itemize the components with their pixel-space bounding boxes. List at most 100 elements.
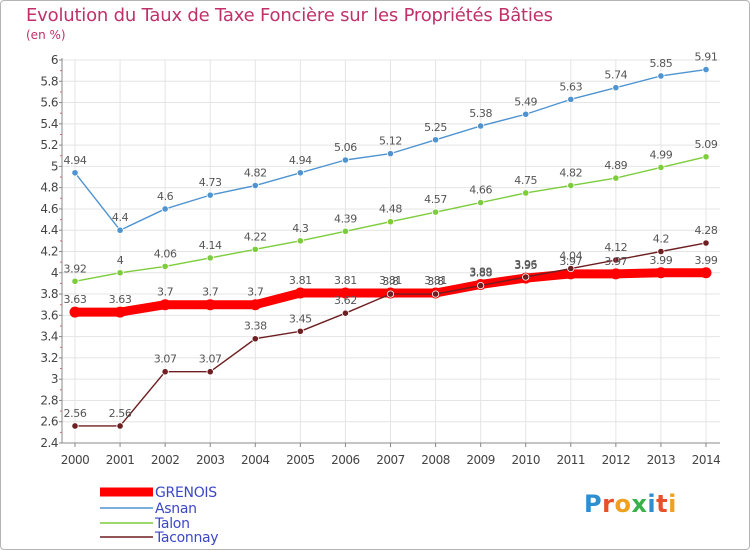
data-point	[71, 277, 79, 285]
x-tick-label: 2002	[151, 453, 180, 467]
logo-letter: x	[631, 490, 648, 518]
y-tick-label: 6	[51, 53, 58, 67]
data-label: 5.85	[649, 57, 672, 70]
data-point	[657, 163, 665, 172]
x-tick-label: 2011	[557, 453, 586, 467]
data-point	[386, 150, 395, 158]
x-tick-label: 2008	[421, 453, 450, 467]
x-tick-label: 2005	[286, 453, 315, 467]
data-label: 5.91	[695, 51, 718, 64]
data-label: 4.4	[112, 211, 129, 224]
data-label: 5.49	[514, 95, 537, 108]
data-point	[294, 287, 306, 299]
data-label: 3.97	[604, 255, 627, 268]
logo-letter: i	[647, 490, 657, 518]
data-label: 3.92	[64, 262, 87, 275]
data-point	[657, 72, 665, 80]
data-label: 3.97	[559, 255, 582, 268]
data-label: 4.75	[514, 174, 537, 187]
data-point	[116, 226, 124, 234]
data-point	[159, 299, 171, 311]
data-point	[206, 191, 214, 199]
data-label: 2.56	[109, 407, 132, 420]
data-label: 4.06	[154, 247, 177, 260]
y-tick-label: 3.2	[40, 351, 58, 365]
data-label: 3.7	[247, 286, 264, 299]
y-tick-label: 3	[51, 372, 58, 386]
data-label: 3.45	[289, 312, 312, 325]
data-label: 5.63	[559, 80, 582, 93]
chart-title: Evolution du Taux de Taxe Foncière sur l…	[26, 5, 553, 26]
data-point	[341, 227, 350, 235]
data-point	[296, 237, 304, 245]
data-label: 4.57	[424, 193, 447, 206]
y-tick-label: 5.8	[40, 74, 58, 88]
y-tick-label: 4.6	[40, 202, 58, 216]
data-point	[431, 208, 440, 216]
y-tick-label: 5.6	[40, 96, 58, 110]
data-label: 3.95	[514, 259, 537, 272]
data-label: 3.63	[109, 293, 132, 306]
data-label: 3.99	[695, 254, 718, 267]
data-label: 3.89	[469, 265, 492, 278]
data-point	[700, 267, 712, 279]
data-point	[386, 290, 395, 298]
data-label: 3.88	[469, 267, 492, 280]
data-label: 3.07	[154, 353, 177, 366]
data-point	[114, 306, 126, 318]
data-label: 3.81	[379, 274, 402, 287]
legend-label: Talon	[154, 516, 190, 532]
data-label: 4.3	[292, 222, 309, 235]
data-label: 5.25	[424, 121, 447, 134]
data-label: 4.94	[64, 154, 87, 167]
data-label: 4.82	[244, 167, 267, 180]
legend-label: GRENOIS	[155, 485, 217, 501]
y-tick-label: 4.4	[40, 223, 58, 237]
logo-letter: i	[668, 490, 677, 518]
data-point	[567, 95, 575, 103]
proxiti-logo: Proxiti	[584, 490, 677, 518]
data-label: 4.48	[379, 203, 402, 216]
data-point	[249, 299, 261, 311]
data-point	[522, 189, 530, 197]
data-point	[206, 254, 214, 262]
data-label: 3.63	[64, 293, 87, 306]
data-point	[296, 327, 304, 335]
y-tick-label: 5.4	[40, 117, 58, 131]
data-point	[251, 245, 259, 253]
data-point	[386, 218, 395, 226]
x-tick-label: 2010	[511, 453, 540, 467]
data-point	[341, 309, 350, 317]
data-point	[610, 268, 622, 280]
data-label: 5.09	[695, 138, 718, 151]
data-point	[161, 368, 169, 376]
data-point	[71, 169, 79, 177]
data-label: 3.62	[334, 294, 357, 307]
data-label: 4.14	[199, 239, 222, 252]
y-tick-label: 4.2	[40, 245, 58, 259]
data-label: 4.73	[199, 176, 222, 189]
data-point	[431, 136, 440, 144]
logo-letter: P	[584, 490, 603, 518]
x-tick-label: 2004	[241, 453, 270, 467]
data-point	[161, 262, 169, 270]
data-point	[702, 239, 710, 247]
data-label: 4.94	[289, 154, 312, 167]
data-point	[567, 181, 575, 190]
y-tick-label: 5	[51, 159, 58, 173]
unit-label: (en %)	[26, 28, 66, 42]
data-label: 5.74	[604, 69, 627, 82]
data-point	[477, 122, 485, 130]
axes: 2.42.62.833.23.43.63.844.24.44.64.855.25…	[40, 53, 720, 467]
data-label: 3.38	[244, 320, 267, 333]
data-point	[296, 169, 304, 177]
data-label: 4.66	[469, 184, 492, 197]
data-label: 4.6	[157, 190, 174, 203]
data-point	[116, 422, 124, 430]
data-label: 3.7	[202, 286, 219, 299]
data-point	[204, 299, 216, 311]
data-label: 3.8	[382, 275, 399, 288]
y-tick-label: 5.2	[40, 138, 58, 152]
data-point	[612, 84, 620, 92]
